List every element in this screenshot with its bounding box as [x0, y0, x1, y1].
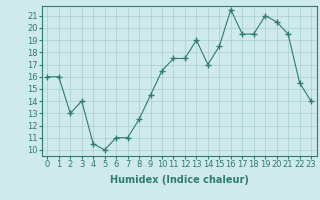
X-axis label: Humidex (Indice chaleur): Humidex (Indice chaleur)	[110, 175, 249, 185]
